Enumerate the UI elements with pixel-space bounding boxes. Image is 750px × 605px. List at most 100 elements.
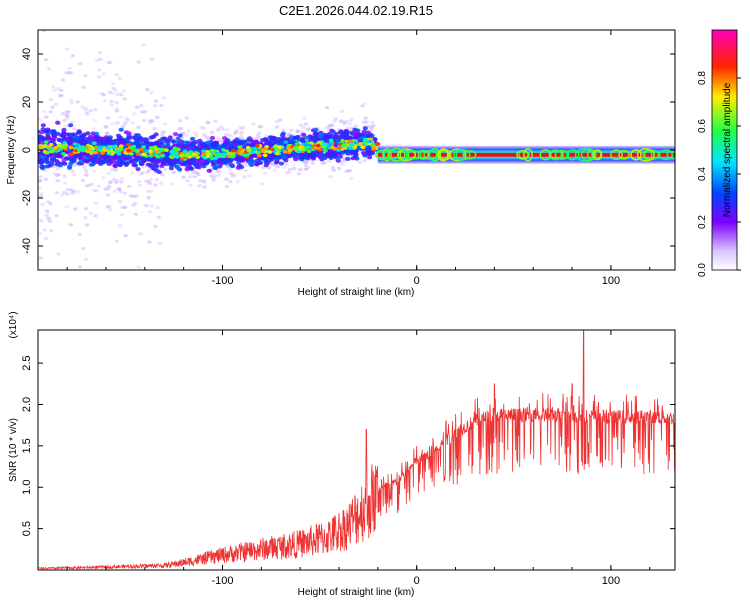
spectrogram-point — [157, 216, 161, 219]
spectrogram-point — [41, 155, 46, 159]
spectrogram-point — [136, 126, 140, 129]
spectrogram-point — [112, 141, 117, 145]
spectrogram-point — [65, 48, 69, 51]
spectrogram-point — [89, 158, 94, 162]
spectrogram-point — [144, 180, 148, 183]
spectrogram-point — [45, 165, 50, 169]
spectrogram-point — [137, 180, 141, 183]
spectrogram-point — [349, 177, 353, 180]
spectrogram-point — [172, 159, 177, 163]
spectrogram-point — [288, 168, 292, 171]
spectrogram-point — [104, 188, 108, 191]
spectrogram-point — [319, 157, 324, 161]
spectrogram-point — [205, 141, 210, 145]
spectrogram-point — [107, 162, 112, 166]
spectrogram-point — [163, 137, 168, 141]
spectrogram-point — [183, 150, 188, 154]
spectrogram-point — [115, 121, 119, 124]
spectrogram-point — [363, 102, 367, 105]
spectrogram-point — [71, 54, 75, 57]
spectrogram-point — [210, 136, 215, 140]
spectrogram-point — [261, 149, 266, 153]
spectrogram-point — [39, 165, 44, 169]
spectrogram-point — [49, 98, 53, 101]
spectrogram-point — [160, 144, 165, 148]
spectrogram-point — [160, 154, 165, 158]
spectrogram-point — [49, 229, 53, 232]
spectrogram-point — [42, 26, 46, 29]
spectrogram-point — [238, 158, 243, 162]
spectrogram-point — [146, 196, 150, 199]
spectrogram-point — [106, 158, 111, 162]
spectrogram-point — [189, 184, 193, 187]
spectrogram-point — [195, 155, 200, 159]
spectrogram-point — [193, 175, 197, 178]
spectrogram-point — [257, 131, 261, 134]
spectrogram-point — [239, 165, 244, 169]
spectrogram-point — [297, 172, 301, 175]
spectrogram-point — [149, 178, 153, 181]
spectrogram-point — [369, 134, 374, 138]
spectrogram-point — [190, 137, 195, 141]
spectrogram-point — [134, 149, 139, 153]
spectrogram-point — [329, 139, 334, 143]
chart-title: C2E1.2026.044.02.19.R15 — [279, 3, 433, 18]
spectrogram-point — [126, 131, 131, 135]
spectrogram-point — [278, 118, 282, 121]
spectrogram-point — [39, 256, 43, 259]
spectrogram-point — [55, 174, 59, 177]
spectrogram-point — [244, 169, 248, 172]
spectrogram-point — [126, 118, 130, 121]
spectrogram-point — [254, 140, 259, 144]
spectrogram-point — [152, 127, 156, 130]
spectrogram-point — [112, 164, 117, 168]
spectrogram-point — [292, 167, 296, 170]
spectrogram-point — [44, 214, 48, 217]
spectrogram-point — [76, 100, 80, 103]
spectrogram-point — [307, 154, 312, 158]
spectrogram-point — [234, 137, 239, 141]
spectrogram-point — [101, 159, 106, 163]
spectrogram-point — [130, 122, 134, 125]
spectrogram-point — [108, 61, 112, 64]
spectrogram-point — [81, 179, 85, 182]
spectrogram-point — [78, 265, 82, 268]
spectrogram-point — [41, 127, 46, 131]
spectrogram-point — [91, 282, 95, 285]
spectrogram-point — [328, 175, 332, 178]
spectrogram-point — [134, 213, 138, 216]
spectrogram-point — [202, 179, 206, 182]
spectrogram-point — [92, 189, 96, 192]
spectrogram-point — [198, 179, 202, 182]
spectrogram-point — [119, 147, 124, 151]
spectrogram-point — [251, 123, 255, 126]
spectrogram-point — [118, 200, 122, 203]
spectrogram-point — [341, 144, 346, 148]
spectrogram-point — [153, 225, 157, 228]
spectrogram-point — [105, 131, 109, 134]
spectrogram-point — [331, 166, 335, 169]
spectrogram-point — [113, 89, 117, 92]
spectrogram-point — [169, 166, 174, 170]
spectrogram-point — [375, 142, 380, 146]
spectrogram-point — [72, 138, 77, 142]
spectrogram-point — [57, 144, 62, 148]
spectrogram-point — [372, 146, 377, 150]
spectrogram-point — [103, 99, 107, 102]
spectrogram-point — [293, 146, 298, 150]
spectrogram-point — [62, 175, 66, 178]
spectrogram-point — [132, 112, 136, 115]
spectrogram-point — [216, 170, 220, 173]
spectrogram-point — [230, 164, 235, 168]
spectrogram-point — [239, 136, 243, 139]
spectrogram-point — [104, 125, 108, 128]
spectrogram-point — [304, 162, 308, 165]
spectrogram-point — [54, 103, 58, 106]
spectrogram-point — [210, 149, 215, 153]
spectrogram-point — [134, 202, 138, 205]
spectrogram-point — [206, 121, 210, 124]
spectrogram-point — [39, 192, 43, 195]
spectrogram-point — [283, 140, 288, 144]
spectrogram-point — [175, 166, 180, 170]
